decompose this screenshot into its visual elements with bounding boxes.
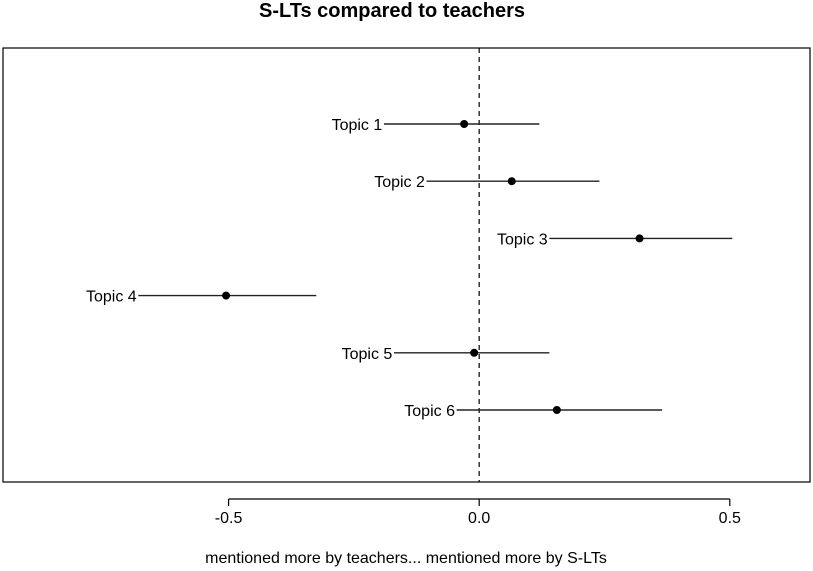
topic-row: Topic 5 [342, 346, 550, 363]
topic-row: Topic 3 [497, 231, 733, 248]
x-tick-label: 0.0 [468, 510, 490, 527]
x-tick-label: -0.5 [215, 510, 243, 527]
estimate-point [507, 177, 516, 186]
topic-row: Topic 1 [332, 117, 540, 134]
topic-label: Topic 1 [332, 117, 383, 134]
topic-estimates: Topic 1 Topic 2 Topic 3 Topic 4 Topic 5 Topic… [86, 117, 733, 420]
topic-label: Topic 4 [86, 289, 137, 306]
x-tick-label: 0.5 [719, 510, 741, 527]
topic-label: Topic 5 [342, 346, 393, 363]
topic-row: Topic 4 [86, 289, 317, 306]
topic-label: Topic 2 [374, 174, 425, 191]
estimate-point [222, 291, 231, 300]
topic-row: Topic 6 [404, 403, 663, 420]
estimate-point [470, 348, 479, 357]
x-ticks: -0.5 0.0 0.5 [215, 499, 741, 527]
x-axis-label: mentioned more by teachers... mentioned … [205, 550, 607, 567]
topic-row: Topic 2 [374, 174, 600, 191]
plot-frame [2, 47, 811, 483]
topic-label: Topic 3 [497, 231, 548, 248]
estimate-point [635, 234, 644, 243]
estimate-point [552, 406, 561, 414]
estimate-point [460, 120, 469, 128]
topic-label: Topic 6 [404, 403, 455, 420]
chart-title: S-LTs compared to teachers [259, 0, 525, 22]
